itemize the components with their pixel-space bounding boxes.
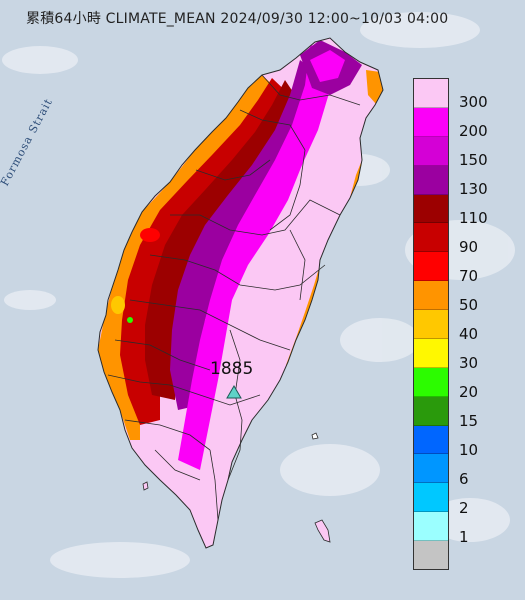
color-legend: 300 200 150 130 110 90 70 50 40 30 20 15 10 6 2 1 [413,78,509,570]
station-value-label: 1885 [210,359,254,379]
legend-swatch [414,165,448,195]
islets [142,432,331,543]
legend-swatch [414,396,448,426]
legend-label: 40 [459,325,479,343]
legend-label: 90 [459,238,479,257]
legend-label: 70 [459,267,479,286]
legend-label: 6 [459,469,469,488]
legend-swatch [414,338,448,368]
legend-label: 1 [459,527,469,546]
legend-label: 30 [459,353,479,372]
station-triangle-icon [226,385,242,399]
legend-label: 2 [459,498,469,517]
legend-label: 15 [459,411,479,430]
legend-swatch [414,79,448,108]
legend-label: 110 [459,209,488,228]
legend-label: 150 [459,151,488,170]
legend-swatch [414,252,448,282]
legend-swatch [414,136,448,166]
legend-label: 20 [459,382,479,401]
legend-swatch [414,454,448,484]
legend-swatch [414,512,448,541]
legend-swatches [413,78,449,570]
legend-swatch [414,483,448,513]
legend-swatch [414,223,448,253]
legend-label: 10 [459,440,479,459]
legend-swatch [414,425,448,455]
county-boundaries [107,74,361,521]
legend-swatch [414,310,448,339]
legend-swatch [414,281,448,310]
map-title: 累積64小時 CLIMATE_MEAN 2024/09/30 12:00~10/… [26,11,449,27]
legend-labels: 300 200 150 130 110 90 70 50 40 30 20 15 10 6 2 1 [459,78,509,570]
legend-label: 130 [459,180,488,199]
legend-label: 300 [459,93,488,112]
legend-swatch [414,541,448,569]
legend-swatch [414,367,448,397]
legend-label: 50 [459,296,479,315]
legend-label: 200 [459,122,488,141]
legend-swatch [414,107,448,137]
legend-swatch [414,194,448,224]
